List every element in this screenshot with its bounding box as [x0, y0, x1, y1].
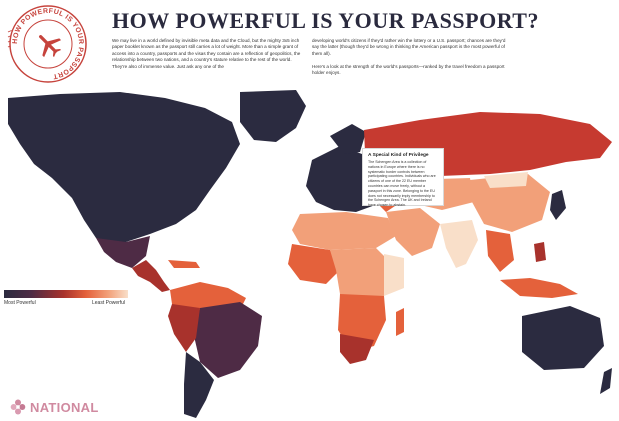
intro-paragraph-right: developing world's citizens if they'd ra… — [312, 38, 506, 76]
map-region-brazil — [194, 302, 262, 378]
map-region-south-africa — [340, 334, 374, 364]
map-region-scandinavia — [330, 124, 366, 154]
map-region-southeast-asia — [486, 230, 514, 272]
map-region-west-africa — [288, 244, 340, 284]
map-region-europe — [306, 146, 380, 212]
callout-title: A Special Kind of Privilege — [368, 153, 429, 158]
callout-body: The Schengen Area is a collection of nat… — [368, 160, 436, 208]
map-region-china — [470, 174, 550, 232]
map-region-new-zealand — [600, 368, 612, 394]
intro-paragraph-left: We may live in a world defined by invisi… — [112, 38, 301, 69]
world-passport-map — [8, 90, 612, 418]
map-region-australia — [522, 306, 604, 370]
flower-logo-icon — [10, 399, 26, 415]
map-region-east-africa — [384, 254, 404, 296]
legend-label-most-powerful: Most Powerful — [4, 300, 36, 306]
schengen-callout: A Special Kind of Privilege The Schengen… — [362, 148, 444, 208]
map-region-caribbean — [168, 260, 200, 268]
legend-gradient-bar — [4, 290, 128, 298]
legend-label-least-powerful: Least Powerful — [92, 300, 126, 306]
map-region-north-america — [8, 92, 240, 244]
map-region-madagascar — [396, 308, 404, 336]
map-region-north-africa — [292, 212, 396, 250]
map-region-india — [440, 220, 478, 268]
map-region-japan — [550, 190, 566, 220]
map-region-central-america — [132, 260, 170, 292]
map-region-greenland — [240, 90, 306, 142]
brand-name: NATIONAL — [30, 399, 99, 415]
map-region-middle-east — [386, 208, 440, 256]
airplane-icon — [39, 35, 62, 58]
stamp-inner-ring — [23, 19, 73, 69]
brand-logo: NATIONAL — [10, 399, 99, 415]
map-region-mexico — [96, 236, 150, 268]
map-region-southern-cone — [184, 352, 214, 418]
map-region-andes — [168, 304, 200, 352]
map-region-indonesia — [500, 278, 578, 298]
map-region-mongolia — [484, 172, 528, 188]
passport-stamp-logo: HOW POWERFUL IS YOUR PASSPORT — [7, 5, 87, 83]
map-region-central-africa — [330, 248, 392, 308]
map-region-philippines — [534, 242, 546, 262]
page-title: HOW POWERFUL IS YOUR PASSPORT? — [112, 8, 539, 33]
